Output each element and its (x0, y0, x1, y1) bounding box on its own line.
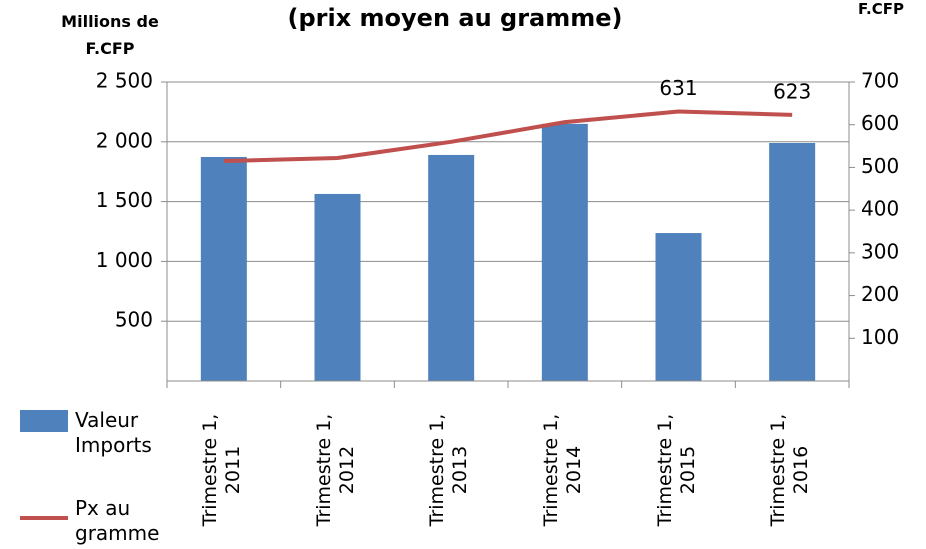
data-label: 623 (773, 79, 811, 103)
chart-title: (prix moyen au gramme) (287, 4, 623, 32)
y2-tick-label: 200 (861, 282, 899, 306)
y2-tick-label: 500 (861, 154, 899, 178)
y-tick-label: 2 000 (96, 128, 153, 152)
x-tick-label: Trimestre 1, 2016 (767, 413, 813, 527)
y2-tick-label: 700 (861, 69, 899, 93)
x-tick-label: Trimestre 1, 2015 (653, 413, 699, 527)
bar (200, 156, 247, 381)
bar (769, 142, 816, 381)
legend-label: Px au gramme (75, 496, 160, 545)
y2-axis-label: F.CFP (858, 0, 904, 18)
bar (541, 123, 588, 382)
data-label: 631 (659, 76, 697, 100)
x-tick-label: Trimestre 1, 2014 (539, 413, 585, 527)
y-tick-label: 2 500 (96, 69, 153, 93)
y-axis-label: Millions de F.CFP (61, 12, 159, 58)
bar (428, 154, 475, 381)
y-tick-label: 1 500 (96, 188, 153, 212)
y2-tick-label: 300 (861, 239, 899, 263)
x-tick-label: Trimestre 1, 2011 (198, 413, 244, 527)
y2-tick-label: 100 (861, 325, 899, 349)
line (223, 109, 793, 164)
y-tick-label: 500 (115, 308, 153, 332)
legend-swatch (20, 410, 68, 432)
legend-label: Valeur Imports (75, 408, 152, 457)
x-tick-label: Trimestre 1, 2013 (426, 413, 472, 527)
y-tick-label: 1 000 (96, 248, 153, 272)
bar (314, 193, 361, 381)
bar (655, 233, 702, 381)
y2-tick-label: 400 (861, 197, 899, 221)
y2-tick-label: 600 (861, 111, 899, 135)
x-tick-label: Trimestre 1, 2012 (312, 413, 358, 527)
